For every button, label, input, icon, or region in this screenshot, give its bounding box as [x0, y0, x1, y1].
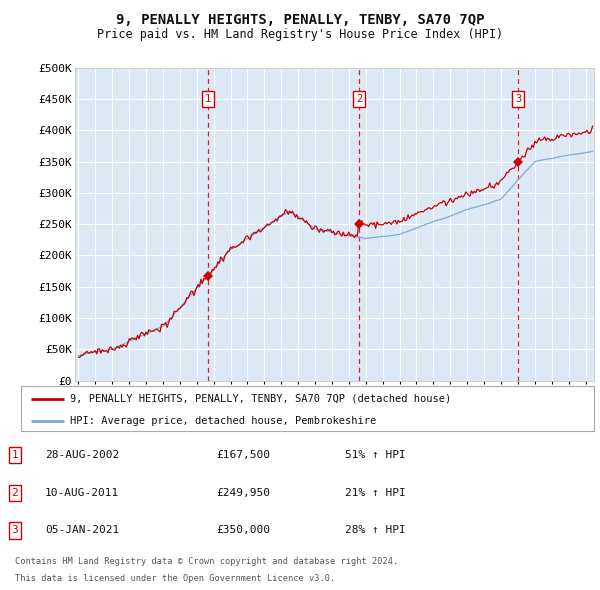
- Text: Price paid vs. HM Land Registry's House Price Index (HPI): Price paid vs. HM Land Registry's House …: [97, 28, 503, 41]
- Text: 21% ↑ HPI: 21% ↑ HPI: [345, 488, 406, 497]
- Text: HPI: Average price, detached house, Pembrokeshire: HPI: Average price, detached house, Pemb…: [70, 416, 376, 426]
- Text: £167,500: £167,500: [216, 450, 270, 460]
- Text: 1: 1: [205, 94, 211, 104]
- Text: £350,000: £350,000: [216, 526, 270, 535]
- Text: 05-JAN-2021: 05-JAN-2021: [45, 526, 119, 535]
- Text: 2: 2: [356, 94, 362, 104]
- Text: 3: 3: [11, 526, 19, 535]
- Text: 28% ↑ HPI: 28% ↑ HPI: [345, 526, 406, 535]
- Text: 10-AUG-2011: 10-AUG-2011: [45, 488, 119, 497]
- Text: Contains HM Land Registry data © Crown copyright and database right 2024.: Contains HM Land Registry data © Crown c…: [15, 558, 398, 566]
- Text: 28-AUG-2002: 28-AUG-2002: [45, 450, 119, 460]
- Text: 9, PENALLY HEIGHTS, PENALLY, TENBY, SA70 7QP: 9, PENALLY HEIGHTS, PENALLY, TENBY, SA70…: [116, 13, 484, 27]
- Text: 51% ↑ HPI: 51% ↑ HPI: [345, 450, 406, 460]
- Text: 3: 3: [515, 94, 521, 104]
- Text: £249,950: £249,950: [216, 488, 270, 497]
- Text: 1: 1: [11, 450, 19, 460]
- Text: 2: 2: [11, 488, 19, 497]
- Text: This data is licensed under the Open Government Licence v3.0.: This data is licensed under the Open Gov…: [15, 574, 335, 583]
- Text: 9, PENALLY HEIGHTS, PENALLY, TENBY, SA70 7QP (detached house): 9, PENALLY HEIGHTS, PENALLY, TENBY, SA70…: [70, 394, 451, 404]
